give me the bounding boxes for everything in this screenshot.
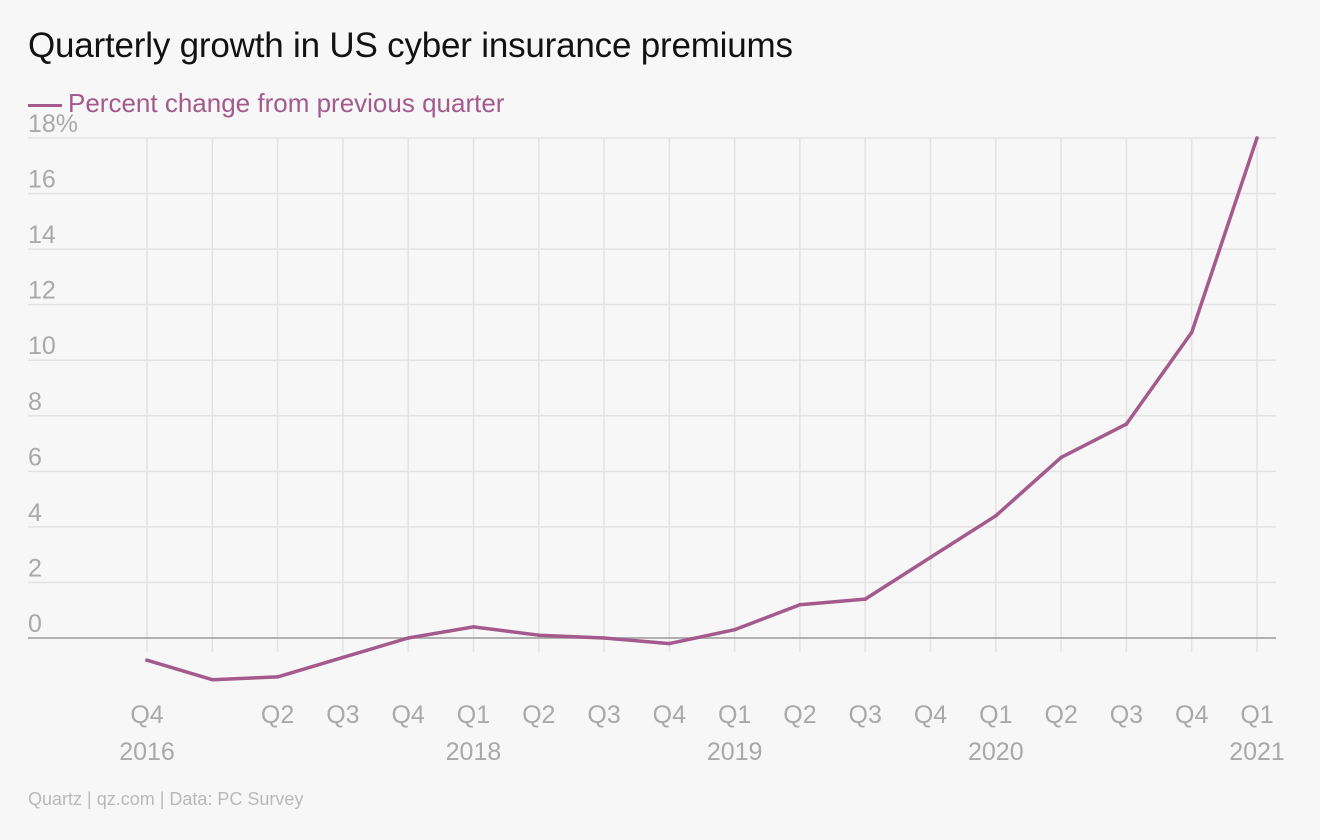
x-tick-label: Q1 [718, 701, 751, 729]
legend-label: Percent change from previous quarter [68, 88, 505, 118]
y-tick-label: 6 [28, 443, 42, 471]
x-year-label: 2021 [1229, 738, 1285, 766]
x-tick-label: Q4 [130, 701, 163, 729]
data-point [341, 655, 345, 660]
x-tick-label: Q4 [1175, 701, 1208, 729]
x-tick-label: Q3 [1110, 701, 1143, 729]
x-tick-label: Q4 [653, 701, 686, 729]
source-credit: Quartz | qz.com | Data: PC Survey [28, 789, 304, 809]
x-tick-label: Q4 [914, 701, 947, 729]
data-point [602, 636, 606, 640]
x-tick-label: Q2 [261, 701, 294, 729]
data-point [667, 641, 672, 646]
x-tick-label: Q1 [979, 701, 1012, 729]
x-year-label: 2020 [968, 738, 1024, 766]
data-point [863, 597, 868, 601]
data-points [145, 136, 1259, 682]
y-tick-label: 4 [28, 499, 42, 527]
y-tick-label: 14 [28, 221, 56, 249]
y-tick-label: 18% [28, 110, 78, 138]
x-tick-label: Q2 [1044, 701, 1077, 729]
y-tick-label: 10 [28, 332, 56, 360]
y-tick-label: 12 [28, 277, 56, 305]
data-point [536, 633, 541, 638]
horizontal-gridlines [28, 137, 1276, 584]
data-point [145, 658, 149, 663]
data-point [798, 602, 802, 607]
legend: Percent change from previous quarter [28, 88, 504, 119]
x-tick-label: Q2 [783, 701, 816, 729]
x-tick-label: Q2 [522, 701, 555, 729]
y-axis-ticks: 0 2 4 6 8 10 12 14 16 18% [28, 110, 78, 638]
y-tick-label: 0 [28, 610, 42, 638]
x-tick-label: Q3 [326, 701, 359, 729]
data-point [406, 636, 410, 640]
y-tick-label: 2 [28, 554, 42, 582]
data-point [1059, 455, 1063, 460]
data-point [210, 677, 215, 682]
data-point [928, 555, 933, 560]
data-point [1189, 330, 1194, 335]
x-year-label: 2019 [707, 738, 763, 766]
data-point [1124, 422, 1129, 426]
x-axis-ticks: Q4 2016 Q2 Q3 Q4 Q1 2018 Q2 Q3 Q4 Q1 2019 Q2 Q3 Q4 Q1 20… [119, 701, 1285, 766]
data-point [1255, 136, 1259, 140]
x-year-label: 2016 [119, 738, 175, 766]
data-point [994, 513, 998, 518]
x-tick-label: Q3 [587, 701, 620, 729]
chart-title: Quarterly growth in US cyber insurance p… [28, 26, 793, 65]
data-point [471, 625, 476, 629]
legend-swatch [28, 104, 62, 107]
x-tick-label: Q1 [1240, 701, 1273, 729]
x-tick-label: Q3 [849, 701, 882, 729]
data-point [732, 627, 737, 632]
vertical-gridlines [146, 138, 1258, 652]
data-point [275, 675, 280, 679]
x-year-label: 2018 [446, 738, 502, 766]
series-line [145, 136, 1259, 682]
y-tick-label: 16 [28, 166, 56, 194]
x-tick-label: Q1 [457, 701, 490, 729]
x-tick-label: Q4 [391, 701, 424, 729]
y-tick-label: 8 [28, 388, 42, 416]
